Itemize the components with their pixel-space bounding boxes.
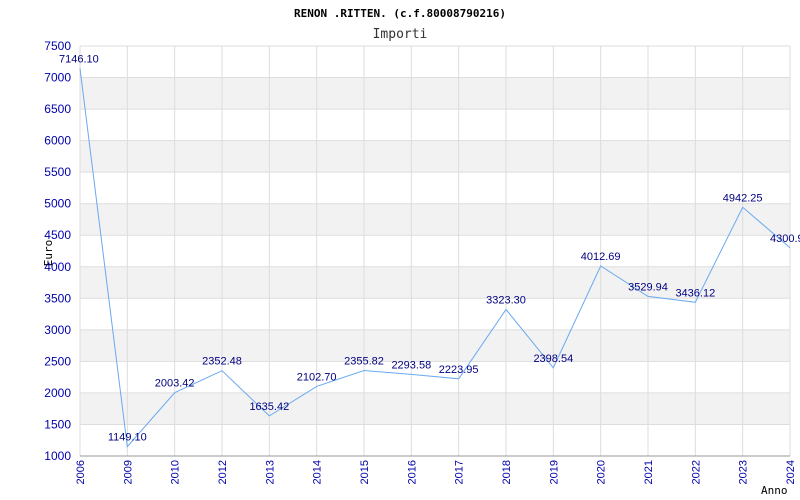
y-axis-label: Euro [42,240,55,267]
x-tick-label: 2023 [738,460,750,484]
x-tick-label: 2017 [454,460,466,484]
x-tick-label: 2021 [643,460,655,484]
grid-band [80,266,790,299]
data-label: 2293.58 [391,359,431,371]
data-label: 4300.9 [770,233,800,245]
x-tick-label: 2024 [785,460,797,484]
y-tick-label: 7500 [44,39,71,53]
data-label: 2352.48 [202,356,242,368]
grid-band [80,203,790,236]
x-tick-label: 2016 [406,460,418,484]
x-tick-labels: 2006 2009 2010 2012 2013 2014 2015 2016 2017 2018… [75,460,797,484]
x-tick-label: 2010 [170,460,182,484]
x-tick-label: 2015 [359,460,371,484]
data-label: 3323.30 [486,294,526,306]
data-label: 2398.54 [533,353,573,365]
data-label: 2003.42 [155,378,195,390]
x-tick-label: 2019 [548,460,560,484]
grid-band [80,392,790,425]
data-label: 7146.10 [59,53,99,65]
chart-subtitle: Importi [373,27,428,42]
y-tick-label: 2500 [44,354,71,368]
y-tick-label: 3500 [44,291,71,305]
x-tick-label: 2012 [217,460,229,484]
y-tick-labels: 1000 1500 2000 2500 3000 3500 4000 4500 5000 5500… [44,39,71,463]
series-line [79,68,791,448]
x-tick-label: 2020 [596,460,608,484]
y-tick-label: 5500 [44,165,71,179]
data-labels: 7146.10 1149.10 2003.42 2352.48 1635.42 2102.… [59,53,800,443]
y-tick-label: 6000 [44,134,71,148]
grid-bands [80,77,790,425]
data-label: 2223.95 [439,364,479,376]
x-tick-label: 2009 [122,460,134,484]
data-label: 3529.94 [628,281,668,293]
grid-lines [79,45,791,457]
x-axis-label: Anno [761,484,788,497]
chart-title: RENON .RITTEN. (c.f.80008790216) [294,7,506,20]
x-tick-label: 2014 [312,460,324,484]
x-tick-label: 2018 [501,460,513,484]
y-tick-label: 4500 [44,228,71,242]
y-tick-label: 1000 [44,449,71,463]
data-label: 2102.70 [297,371,337,383]
data-label: 4012.69 [581,251,621,263]
grid-band [80,329,790,362]
data-label: 1635.42 [249,401,289,413]
y-tick-label: 3000 [44,323,71,337]
x-tick-label: 2006 [75,460,87,484]
y-tick-label: 5000 [44,197,71,211]
x-tick-label: 2013 [264,460,276,484]
data-label: 3436.12 [675,287,715,299]
y-tick-label: 2000 [44,386,71,400]
y-tick-label: 1500 [44,417,71,431]
data-label: 4942.25 [723,192,763,204]
y-tick-label: 6500 [44,102,71,116]
y-tick-label: 4000 [44,260,71,274]
y-tick-label: 7000 [44,71,71,85]
x-tick-label: 2022 [690,460,702,484]
data-label: 2355.82 [344,355,384,367]
grid-band [80,140,790,173]
data-label: 1149.10 [108,432,147,444]
grid-band [80,77,790,110]
